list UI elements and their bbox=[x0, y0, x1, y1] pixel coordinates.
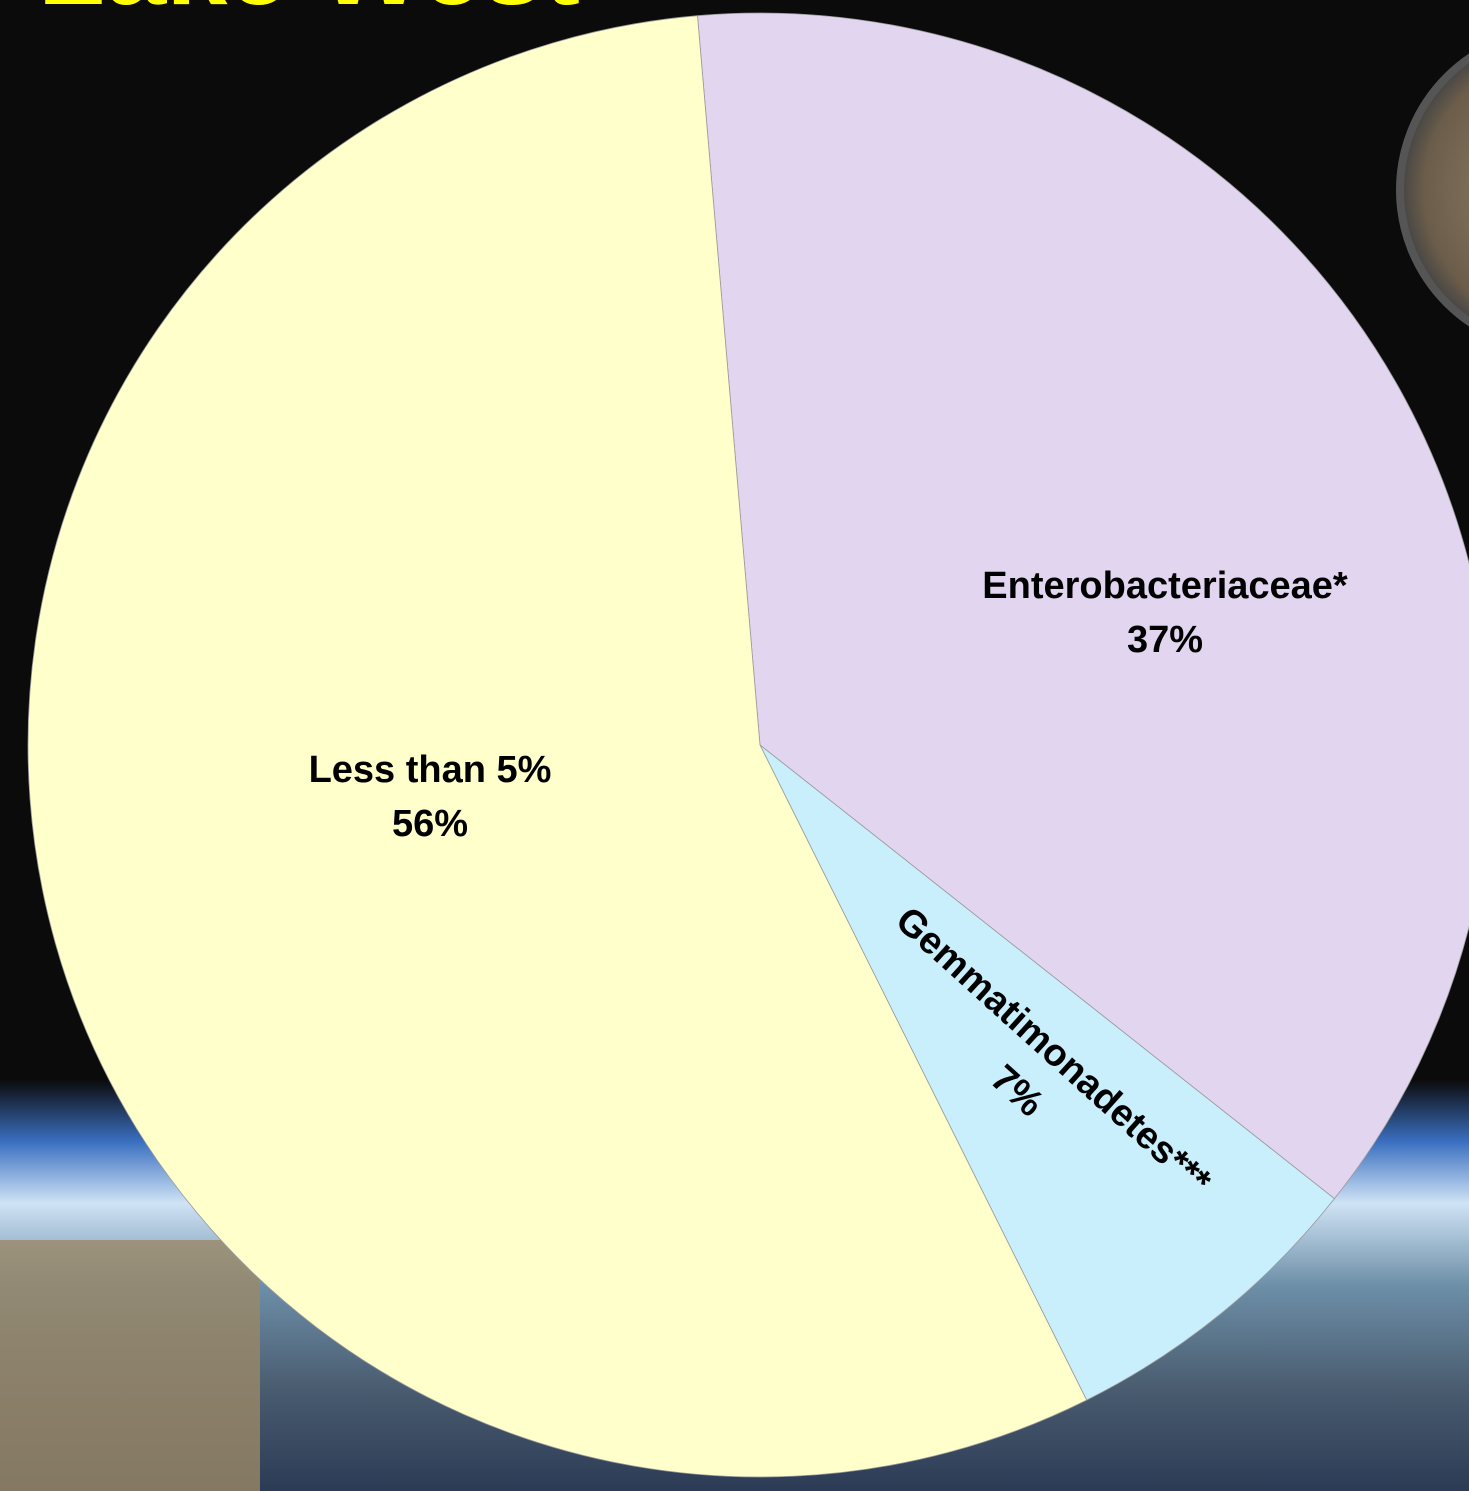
satellite-image bbox=[1396, 53, 1469, 327]
chart-title: Lake West bbox=[38, 0, 580, 28]
pie bbox=[27, 12, 1469, 1478]
pie-slice bbox=[759, 744, 1336, 1401]
pie-slice bbox=[27, 15, 1088, 1478]
slice-label: Enterobacteriaceae* 37% bbox=[982, 565, 1348, 661]
slice-label: Less than 5% 56% bbox=[309, 749, 552, 845]
pie-slice bbox=[697, 12, 1469, 1200]
category-label: Less than 5% bbox=[309, 749, 552, 791]
value-label: 56% bbox=[392, 803, 468, 845]
category-label: Enterobacteriaceae* bbox=[982, 565, 1348, 607]
value-label: 37% bbox=[1127, 619, 1203, 661]
terrain bbox=[0, 1240, 260, 1491]
